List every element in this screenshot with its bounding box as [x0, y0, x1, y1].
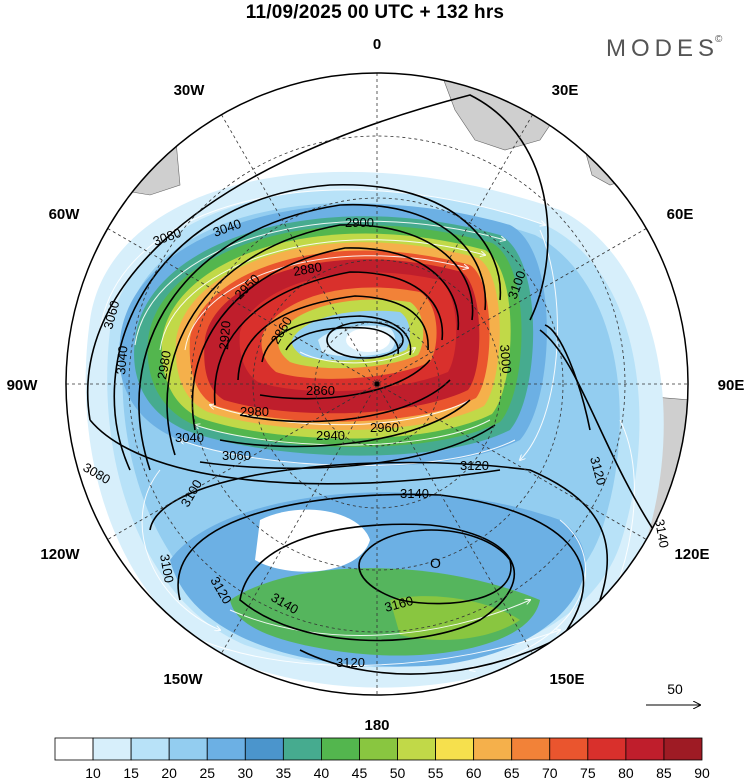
colorbar-tick-label: 85 [656, 765, 672, 781]
lon-label-60e: 60E [667, 206, 694, 223]
colorbar-tick-label: 70 [542, 765, 558, 781]
modes-logo: MODES© [606, 34, 723, 62]
contour-label: 3140 [652, 518, 672, 549]
contour-label: 2960 [370, 420, 399, 435]
colorbar-tick-label: 15 [123, 765, 139, 781]
map-title: 11/09/2025 00 UTC + 132 hrs [245, 2, 505, 23]
colorbar-tick-label: 10 [85, 765, 101, 781]
contour-label: 2900 [345, 215, 374, 230]
colorbar-tick-label: 40 [314, 765, 330, 781]
contour-label: 3060 [100, 299, 122, 331]
lon-label-0: 0 [373, 36, 381, 53]
contour-label: 2980 [240, 404, 269, 419]
contour-label: 3160 [383, 593, 415, 615]
graticule [66, 73, 688, 695]
contour-label: 3120 [336, 655, 365, 670]
colorbar-swatch [473, 737, 513, 761]
contour-label: 3120 [587, 455, 609, 487]
colorbar-tick-label: 75 [580, 765, 596, 781]
colorbar-tick-label: 45 [352, 765, 368, 781]
contour-label: 2920 [216, 320, 233, 350]
contour-label: 3000 [497, 344, 514, 374]
reference-vector-label: 50 [667, 681, 683, 697]
colorbar-swatch [130, 737, 170, 761]
colorbar-tick-label: 80 [618, 765, 634, 781]
colorbar-swatch [549, 737, 589, 761]
contour-label: 3140 [400, 486, 429, 501]
colorbar-swatch [244, 737, 284, 761]
streamlines [99, 189, 635, 670]
colorbar-swatch [54, 737, 94, 761]
colorbar-tick-label: 65 [504, 765, 520, 781]
contour-label: 3120 [460, 458, 489, 473]
lon-label-180: 180 [364, 717, 389, 734]
colorbar-swatch [168, 737, 208, 761]
colorbar-swatch [625, 737, 665, 761]
colorbar-swatch [359, 737, 398, 761]
colorbar-swatch [206, 737, 246, 761]
lon-label-120w: 120W [40, 546, 80, 563]
colorbar-swatch [321, 737, 360, 761]
contour-label: 2940 [316, 428, 345, 443]
contour-label: 2980 [154, 349, 174, 380]
colorbar-tick-label: 35 [276, 765, 292, 781]
colorbar-tick-label: 55 [428, 765, 444, 781]
lon-label-30e: 30E [552, 82, 579, 99]
map-disk [66, 73, 688, 695]
contour-label: 3040 [113, 345, 130, 375]
colorbar-tick-label: 30 [238, 765, 254, 781]
colorbar: 10 15 20 25 30 35 40 45 50 55 60 65 70 75 80 85 90 [54, 737, 710, 781]
contour-label: 3100 [157, 553, 177, 584]
contour-label: 3060 [222, 448, 251, 463]
contour-label: 2880 [292, 259, 323, 279]
lon-label-90w: 90W [7, 377, 39, 394]
colorbar-tick-label: 25 [199, 765, 215, 781]
colorbar-swatch [397, 737, 436, 761]
colorbar-swatch [511, 737, 551, 761]
colorbar-swatch [663, 737, 703, 761]
colorbar-tick-label: 20 [161, 765, 177, 781]
lon-label-60w: 60W [49, 206, 81, 223]
colorbar-swatch [587, 737, 627, 761]
colorbar-swatch [92, 737, 132, 761]
colorbar-tick-label: 60 [466, 765, 482, 781]
contour-label: 3040 [175, 430, 204, 445]
low-marker: O [430, 555, 441, 571]
lon-label-150w: 150W [163, 671, 203, 688]
lon-label-150e: 150E [549, 671, 584, 688]
reference-vector: 50 [646, 681, 700, 705]
colorbar-swatch [435, 737, 475, 761]
lon-label-30w: 30W [174, 82, 206, 99]
colorbar-tick-label: 90 [694, 765, 710, 781]
map-border [65, 72, 689, 696]
contour-label: 2860 [306, 383, 335, 398]
longitude-labels: 0 30E 60E 90E 120E 150E 180 150W 120W 90… [7, 36, 745, 734]
lon-label-120e: 120E [674, 546, 709, 563]
lon-label-90e: 90E [718, 377, 745, 394]
colorbar-swatch [282, 737, 322, 761]
colorbar-tick-label: 50 [390, 765, 406, 781]
